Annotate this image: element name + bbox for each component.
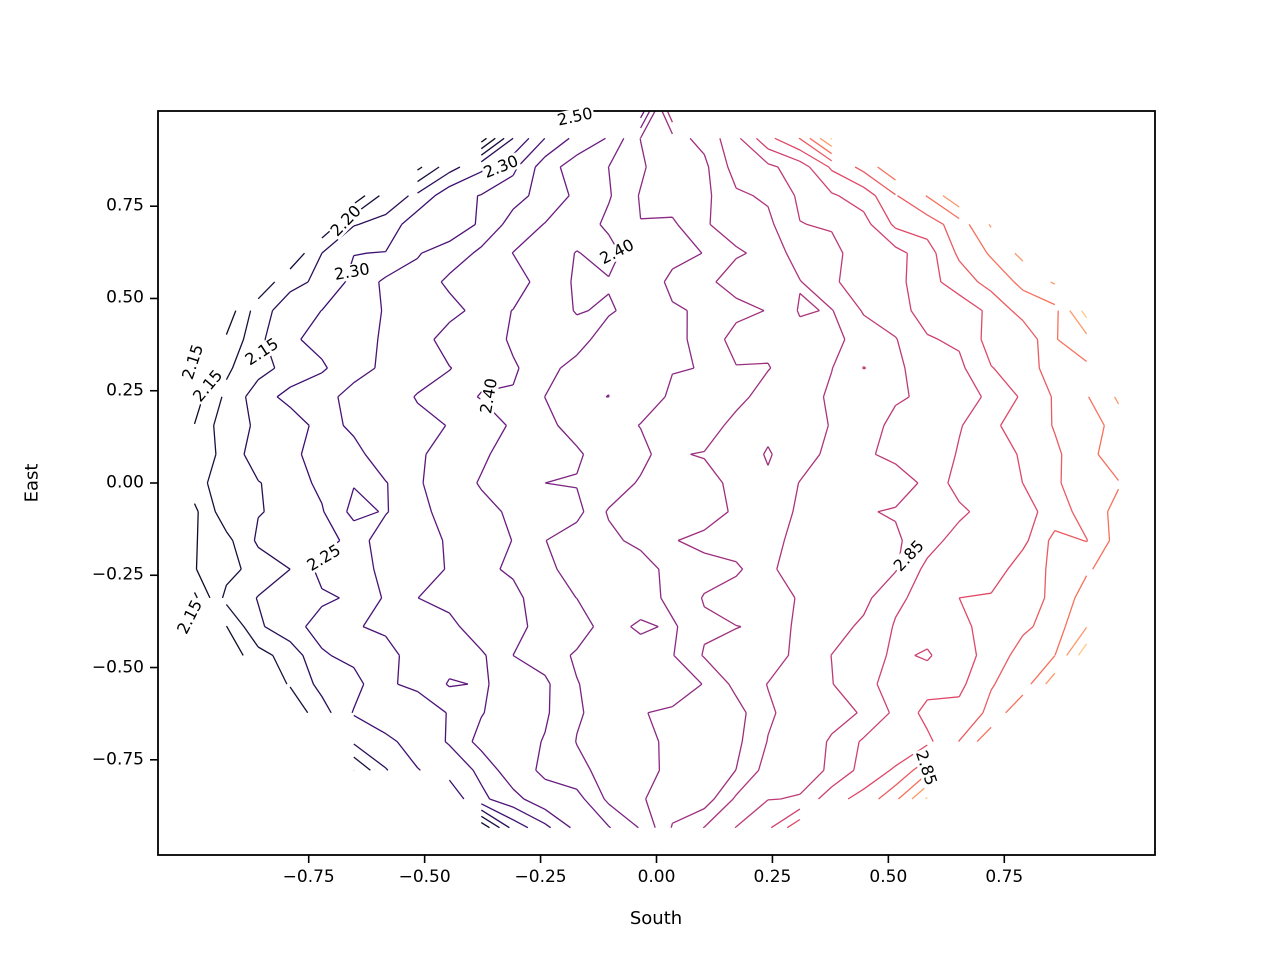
contour-level-2.30 xyxy=(337,137,551,829)
x-tick-label-0.75: 0.75 xyxy=(985,867,1024,887)
contour-level-2.95 xyxy=(830,137,1088,800)
y-tick-label-0.75: 0.75 xyxy=(106,195,144,216)
y-axis-label: East xyxy=(21,463,43,503)
x-tick-label-0.00: 0.00 xyxy=(637,867,676,887)
contour-level-2.80 xyxy=(798,137,1089,800)
y-tick-label-0.50: 0.50 xyxy=(106,287,144,308)
contour-level-2.15 xyxy=(206,137,505,829)
y-tick-label-−0.75: −0.75 xyxy=(91,749,144,770)
y-tick-label-−0.25: −0.25 xyxy=(91,564,144,585)
x-tick-label-0.50: 0.50 xyxy=(869,867,908,887)
contour-level-2.65 xyxy=(734,137,919,829)
contour-level-2.60 xyxy=(666,111,846,829)
axes-spines xyxy=(157,110,1156,856)
contour-level-2.25 xyxy=(276,137,530,829)
y-tick-label-−0.50: −0.50 xyxy=(91,657,144,678)
y-tick-label-0.00: 0.00 xyxy=(106,472,144,493)
contour-lines-group xyxy=(193,111,1120,829)
contour-level-2.90 xyxy=(819,137,1120,800)
contour-level-2.50 xyxy=(605,111,703,828)
y-tick-label-0.25: 0.25 xyxy=(106,380,144,401)
contour-level-2.20 xyxy=(243,137,514,829)
x-tick-label-−0.75: −0.75 xyxy=(282,867,335,887)
x-tick-label-−0.25: −0.25 xyxy=(514,867,567,887)
contour-level-2.70 xyxy=(755,137,982,829)
contour-level-2.35 xyxy=(413,137,571,829)
contour-level-2.75 xyxy=(774,137,1039,829)
contour-level-2.45 xyxy=(544,111,651,829)
x-tick-label-0.25: 0.25 xyxy=(753,867,792,887)
contour-level-2.85 xyxy=(809,137,1120,800)
contour-level-2.40 xyxy=(476,111,646,829)
contour-level-2.55 xyxy=(661,111,773,828)
contour-level-2.05 xyxy=(193,137,487,599)
x-tick-label-−0.50: −0.50 xyxy=(398,867,451,887)
contour-level-2.10 xyxy=(193,137,496,829)
x-axis-label: South xyxy=(629,908,683,929)
